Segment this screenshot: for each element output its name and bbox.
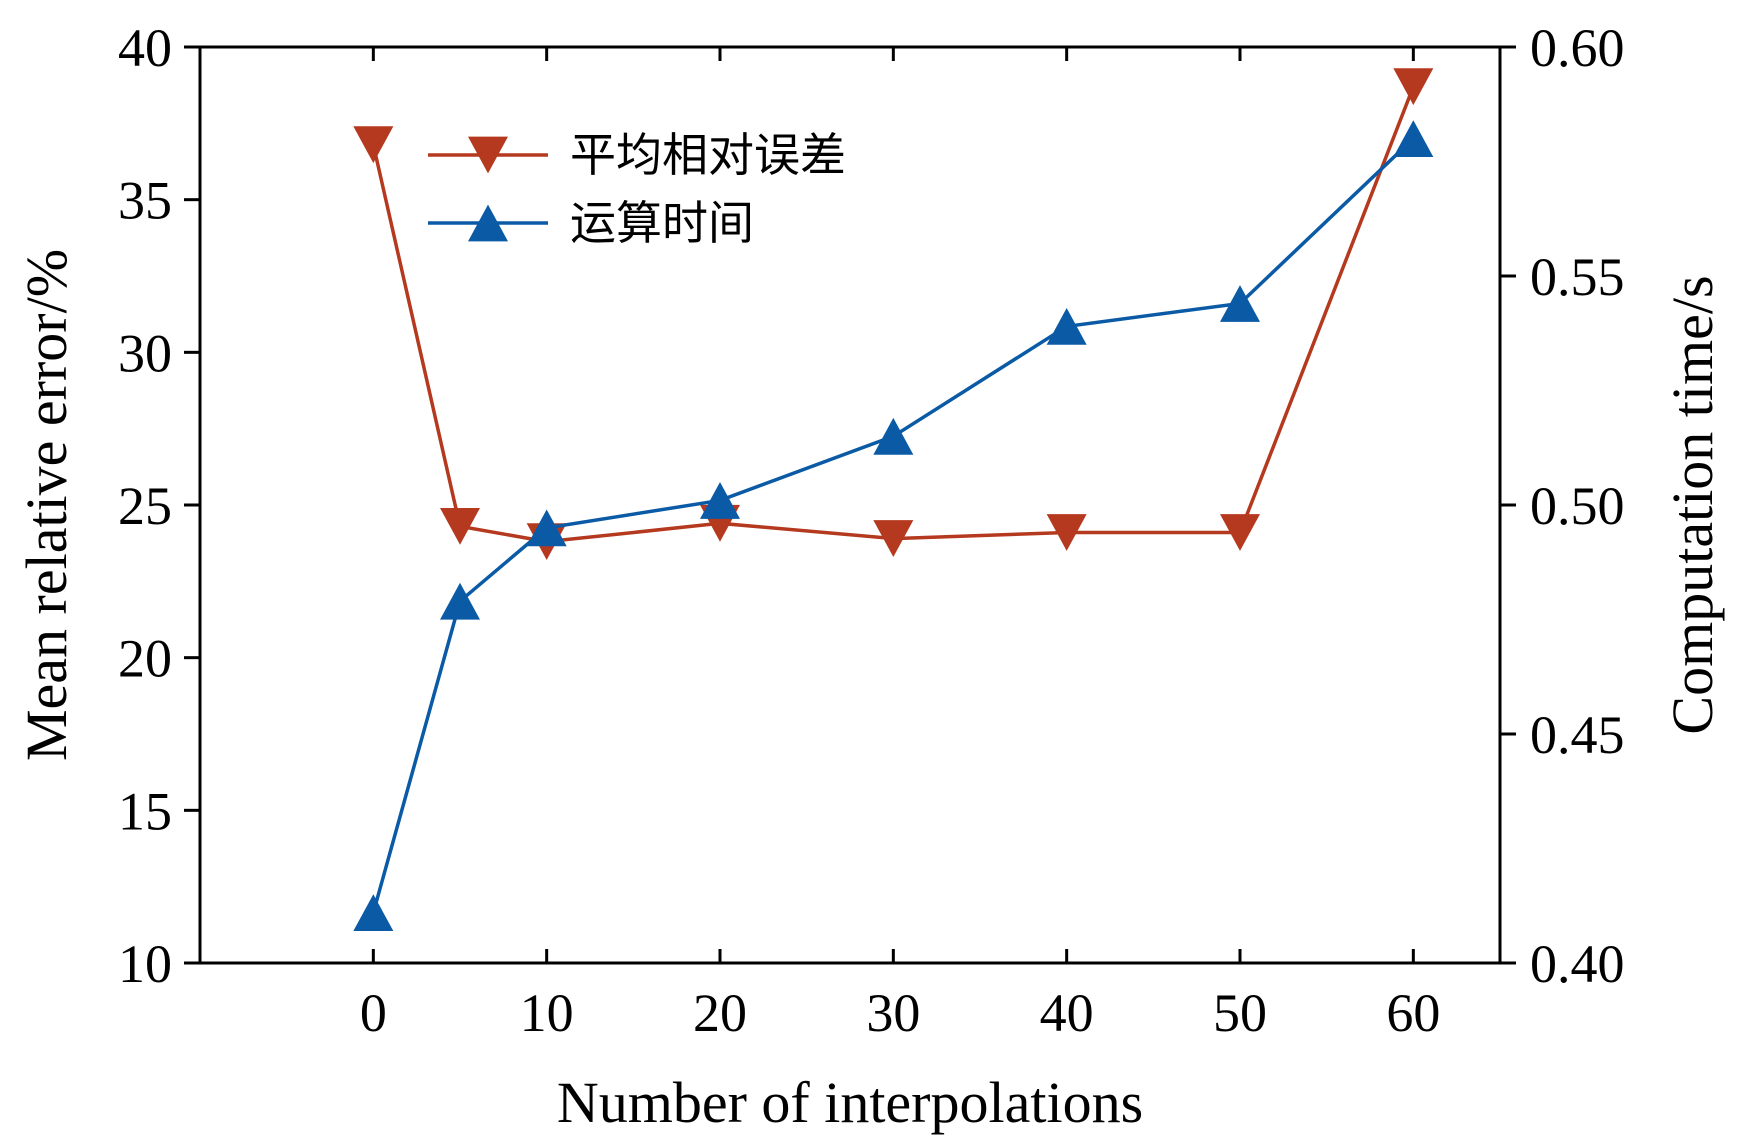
x-tick-label: 40: [1040, 983, 1094, 1043]
left-y-tick-label: 20: [118, 629, 172, 689]
legend-label: 运算时间: [570, 196, 754, 250]
x-tick-label: 20: [693, 983, 747, 1043]
left-y-tick-label: 40: [118, 18, 172, 78]
left-y-tick-label: 25: [118, 476, 172, 536]
legend-marker: [468, 136, 508, 174]
series-1-point: [440, 507, 480, 545]
series-1-point: [873, 520, 914, 557]
series-2: [353, 120, 1434, 932]
right-y-axis-title: Computation time/s: [1660, 275, 1725, 734]
legend-label: 平均相对误差: [570, 128, 846, 182]
legend-item-2: 运算时间: [428, 196, 754, 250]
series-1-point: [1046, 514, 1087, 551]
legend-item-1: 平均相对误差: [428, 128, 846, 182]
left-y-tick-label: 15: [118, 781, 172, 841]
right-y-tick-label: 0.55: [1530, 247, 1625, 307]
series-2-line: [371, 137, 1415, 914]
right-y-tick-label: 0.40: [1530, 934, 1625, 994]
series-2-point: [526, 509, 567, 547]
series-1-point: [1393, 68, 1434, 106]
left-y-tick-label: 30: [118, 323, 172, 383]
series-1-point: [353, 126, 394, 164]
right-y-tick-label: 0.60: [1530, 18, 1625, 78]
legend-marker: [468, 204, 508, 242]
x-tick-label: 0: [360, 983, 387, 1043]
x-tick-label: 60: [1386, 983, 1440, 1043]
series-2-point: [873, 417, 914, 455]
right-y-tick-label: 0.45: [1530, 705, 1625, 765]
series-1-line: [371, 86, 1415, 544]
series-2-point: [700, 482, 740, 519]
left-y-tick-label: 10: [118, 934, 172, 994]
series-2-point: [1220, 285, 1260, 322]
series-1: [353, 68, 1434, 561]
series-2-point: [1393, 120, 1434, 157]
axes: 0 10 20 30 40 50 60 10 15 20 25 30 35 40 0.40 0.45 0.50 0…: [118, 18, 1625, 1043]
series-2-point: [440, 582, 480, 620]
x-axis-title: Number of interpolations: [557, 1070, 1143, 1135]
series-layer: [353, 68, 1434, 932]
right-y-tick-label: 0.50: [1530, 476, 1625, 536]
x-tick-label: 10: [520, 983, 574, 1043]
left-y-axis-title: Mean relative error/%: [14, 249, 79, 761]
x-tick-label: 30: [866, 983, 920, 1043]
x-tick-label: 50: [1213, 983, 1267, 1043]
series-1-point: [1220, 514, 1260, 551]
series-2-point: [353, 894, 394, 932]
series-2-point: [1046, 307, 1087, 345]
left-y-tick-label: 35: [118, 171, 172, 231]
